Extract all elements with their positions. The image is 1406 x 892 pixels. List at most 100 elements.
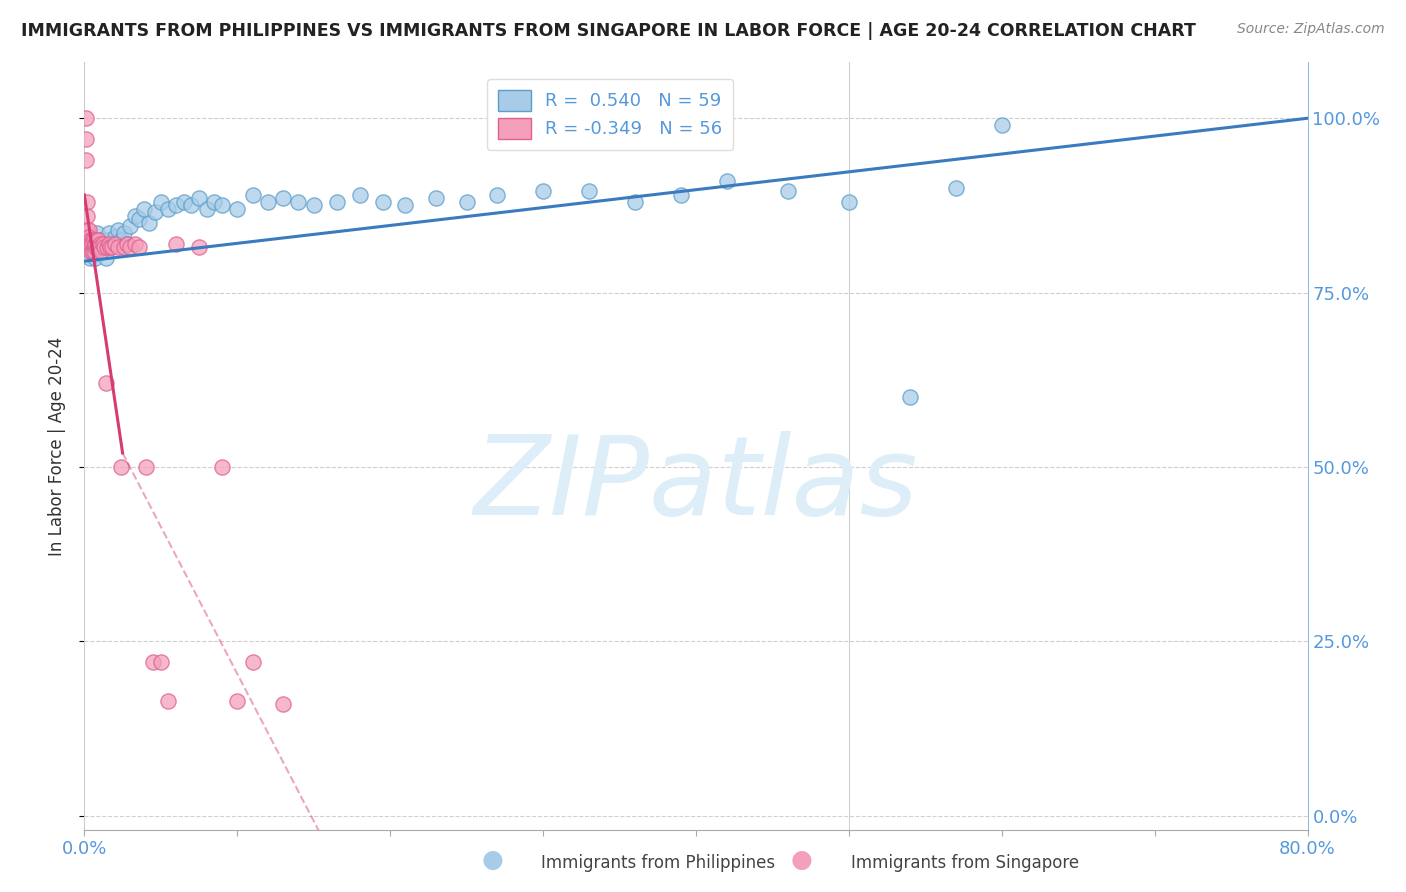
Point — [157, 693, 180, 707]
Point — [79, 251, 101, 265]
Point — [143, 205, 166, 219]
Point — [94, 376, 117, 391]
Point — [124, 209, 146, 223]
Point — [945, 181, 967, 195]
Point — [89, 236, 111, 251]
Point — [94, 251, 117, 265]
Point — [83, 244, 105, 258]
Point — [226, 693, 249, 707]
Point — [211, 198, 233, 212]
Point — [132, 202, 155, 216]
Point — [371, 194, 394, 209]
Point — [173, 194, 195, 209]
Point — [84, 251, 107, 265]
Point — [80, 236, 103, 251]
Point — [142, 655, 165, 669]
Point — [115, 236, 138, 251]
Point — [188, 240, 211, 254]
Point — [90, 233, 112, 247]
Text: Source: ZipAtlas.com: Source: ZipAtlas.com — [1237, 22, 1385, 37]
Point — [486, 188, 509, 202]
Point — [120, 240, 142, 254]
Point — [242, 188, 264, 202]
Point — [84, 240, 107, 254]
Point — [107, 240, 129, 254]
Point — [77, 240, 100, 254]
Point — [226, 202, 249, 216]
Point — [135, 459, 157, 474]
Point — [287, 194, 309, 209]
Point — [80, 233, 103, 247]
Text: Immigrants from Philippines: Immigrants from Philippines — [541, 855, 776, 872]
Legend: R =  0.540   N = 59, R = -0.349   N = 56: R = 0.540 N = 59, R = -0.349 N = 56 — [488, 79, 733, 150]
Point — [157, 202, 180, 216]
Point — [79, 236, 101, 251]
Point — [75, 132, 97, 146]
Point — [83, 233, 105, 247]
Point — [97, 236, 120, 251]
Point — [86, 240, 108, 254]
Point — [128, 212, 150, 227]
Point — [75, 153, 97, 167]
Text: ●: ● — [481, 848, 503, 872]
Point — [138, 216, 160, 230]
Point — [271, 697, 294, 711]
Point — [624, 194, 647, 209]
Point — [120, 219, 142, 234]
Point — [79, 240, 101, 254]
Point — [104, 236, 127, 251]
Point — [669, 188, 692, 202]
Point — [112, 227, 135, 241]
Point — [76, 194, 98, 209]
Point — [149, 655, 172, 669]
Point — [101, 240, 124, 254]
Point — [578, 185, 600, 199]
Point — [98, 240, 121, 254]
Point — [165, 198, 187, 212]
Y-axis label: In Labor Force | Age 20-24: In Labor Force | Age 20-24 — [48, 336, 66, 556]
Point — [271, 191, 294, 205]
Point — [76, 223, 98, 237]
Point — [76, 229, 98, 244]
Point — [242, 655, 264, 669]
Point — [115, 236, 138, 251]
Point — [349, 188, 371, 202]
Point — [79, 244, 101, 258]
Point — [165, 236, 187, 251]
Point — [89, 236, 111, 251]
Point — [87, 233, 110, 247]
Point — [93, 236, 115, 251]
Point — [101, 236, 124, 251]
Point — [456, 194, 478, 209]
Point — [86, 233, 108, 247]
Point — [149, 194, 172, 209]
Point — [84, 236, 107, 251]
Point — [77, 223, 100, 237]
Point — [76, 209, 98, 223]
Point — [531, 185, 554, 199]
Point — [89, 240, 111, 254]
Point — [898, 390, 921, 404]
Point — [83, 240, 105, 254]
Point — [195, 202, 218, 216]
Point — [91, 236, 114, 251]
Point — [90, 244, 112, 258]
Point — [257, 194, 280, 209]
Point — [302, 198, 325, 212]
Point — [425, 191, 447, 205]
Point — [991, 118, 1014, 132]
Text: ●: ● — [790, 848, 813, 872]
Point — [80, 244, 103, 258]
Point — [325, 194, 347, 209]
Point — [76, 236, 98, 251]
Point — [83, 233, 105, 247]
Point — [75, 112, 97, 126]
Point — [77, 229, 100, 244]
Text: ZIPatlas: ZIPatlas — [474, 431, 918, 538]
Point — [202, 194, 225, 209]
Point — [93, 240, 115, 254]
Point — [86, 227, 108, 241]
Point — [128, 240, 150, 254]
Point — [87, 240, 110, 254]
Point — [776, 185, 799, 199]
